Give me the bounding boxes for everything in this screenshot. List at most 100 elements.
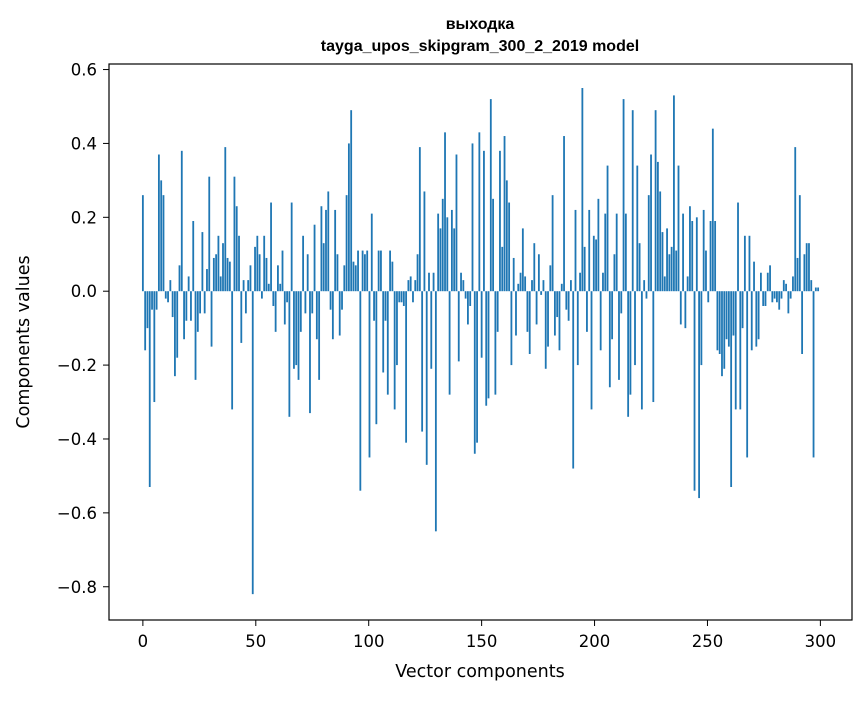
bar-component-73 bbox=[309, 291, 311, 414]
bar-component-129 bbox=[437, 213, 440, 292]
bar-component-153 bbox=[492, 198, 494, 292]
bar-component-171 bbox=[533, 243, 536, 292]
bar-component-106 bbox=[384, 291, 387, 321]
bar-component-32 bbox=[215, 254, 218, 292]
bar-component-29 bbox=[208, 176, 211, 292]
bar-component-283 bbox=[789, 291, 792, 299]
bar-component-239 bbox=[689, 206, 691, 292]
bar-component-191 bbox=[579, 272, 581, 292]
bar-component-108 bbox=[389, 250, 391, 292]
bar-component-250 bbox=[714, 221, 717, 292]
bar-component-170 bbox=[531, 280, 533, 292]
bar-component-101 bbox=[373, 291, 375, 321]
bar-component-12 bbox=[169, 280, 172, 292]
bar-component-218 bbox=[640, 291, 643, 410]
bar-component-279 bbox=[780, 291, 783, 299]
bar-component-53 bbox=[263, 235, 266, 292]
bar-component-222 bbox=[650, 154, 652, 292]
bar-component-90 bbox=[347, 143, 350, 292]
bar-component-127 bbox=[432, 272, 435, 292]
bar-component-163 bbox=[515, 291, 517, 336]
bar-component-182 bbox=[558, 291, 561, 351]
bar-component-100 bbox=[370, 213, 373, 292]
bar-component-292 bbox=[810, 280, 813, 292]
bar-component-89 bbox=[345, 195, 348, 292]
bar-component-193 bbox=[583, 246, 586, 292]
bar-component-198 bbox=[595, 239, 597, 292]
bar-component-63 bbox=[286, 291, 288, 303]
bar-component-42 bbox=[238, 235, 240, 292]
bar-component-194 bbox=[586, 291, 588, 332]
bar-component-107 bbox=[386, 291, 389, 395]
bar-component-183 bbox=[560, 283, 563, 292]
bar-component-159 bbox=[505, 180, 508, 292]
bar-component-284 bbox=[792, 276, 794, 292]
bar-component-157 bbox=[501, 246, 504, 292]
bar-component-55 bbox=[267, 283, 270, 292]
bar-component-137 bbox=[455, 154, 458, 292]
bar-component-179 bbox=[551, 195, 554, 292]
bar-component-155 bbox=[496, 291, 499, 332]
bar-component-94 bbox=[357, 250, 359, 292]
bar-component-275 bbox=[771, 291, 774, 303]
chart-subtitle: tayga_upos_skipgram_300_2_2019 model bbox=[321, 38, 639, 55]
bar-component-280 bbox=[782, 280, 785, 292]
bar-component-13 bbox=[171, 291, 174, 318]
bar-component-205 bbox=[611, 291, 614, 340]
bar-component-65 bbox=[290, 202, 293, 292]
bar-component-56 bbox=[270, 202, 272, 292]
bar-component-17 bbox=[180, 150, 183, 292]
bar-component-167 bbox=[524, 276, 527, 292]
bar-component-228 bbox=[663, 276, 666, 292]
bar-component-69 bbox=[299, 291, 302, 332]
axes-group: 0 50 100 150 200 250 300 −0.8 −0.6 −0.4 −0.2 0.0 0.2… bbox=[57, 61, 836, 651]
bar-component-105 bbox=[382, 291, 385, 373]
bar-component-20 bbox=[187, 276, 190, 292]
bar-component-128 bbox=[434, 291, 437, 532]
bar-component-180 bbox=[553, 291, 556, 336]
bar-component-188 bbox=[572, 291, 575, 469]
bar-component-178 bbox=[549, 265, 552, 292]
bar-component-168 bbox=[526, 291, 529, 332]
bar-component-217 bbox=[638, 243, 641, 292]
bar-component-60 bbox=[279, 283, 282, 292]
bar-component-200 bbox=[599, 291, 602, 351]
bar-component-288 bbox=[801, 291, 804, 354]
bar-component-135 bbox=[450, 209, 453, 292]
bar-component-290 bbox=[805, 243, 808, 292]
bar-component-117 bbox=[409, 276, 412, 292]
bar-component-214 bbox=[631, 110, 634, 292]
bar-component-225 bbox=[656, 161, 659, 292]
chart-title: выходка bbox=[446, 16, 515, 33]
bar-component-287 bbox=[798, 195, 801, 292]
bar-component-39 bbox=[231, 291, 234, 410]
bar-component-145 bbox=[473, 291, 476, 454]
bar-component-41 bbox=[235, 206, 238, 292]
bar-component-295 bbox=[817, 287, 820, 292]
bar-component-261 bbox=[739, 291, 742, 410]
plot-frame bbox=[108, 63, 853, 621]
bar-component-246 bbox=[705, 250, 707, 292]
bar-component-231 bbox=[670, 246, 673, 292]
bar-component-269 bbox=[757, 291, 760, 340]
bar-component-258 bbox=[732, 291, 735, 336]
bar-component-64 bbox=[288, 291, 291, 417]
bar-component-209 bbox=[620, 291, 623, 314]
bar-component-223 bbox=[652, 291, 655, 403]
bar-component-206 bbox=[613, 254, 616, 292]
y-tick-label: −0.4 bbox=[57, 430, 97, 449]
bar-component-271 bbox=[762, 291, 765, 306]
bar-component-211 bbox=[624, 213, 627, 292]
bar-component-147 bbox=[478, 132, 481, 292]
bar-component-31 bbox=[212, 257, 215, 292]
bar-component-285 bbox=[794, 147, 797, 292]
bar-component-266 bbox=[750, 291, 753, 351]
bar-component-257 bbox=[730, 291, 733, 487]
bar-component-221 bbox=[647, 195, 650, 292]
bar-component-150 bbox=[485, 291, 488, 406]
bar-component-254 bbox=[723, 291, 726, 369]
bar-component-82 bbox=[329, 291, 332, 310]
bar-component-57 bbox=[272, 291, 275, 306]
bar-component-267 bbox=[753, 261, 755, 292]
